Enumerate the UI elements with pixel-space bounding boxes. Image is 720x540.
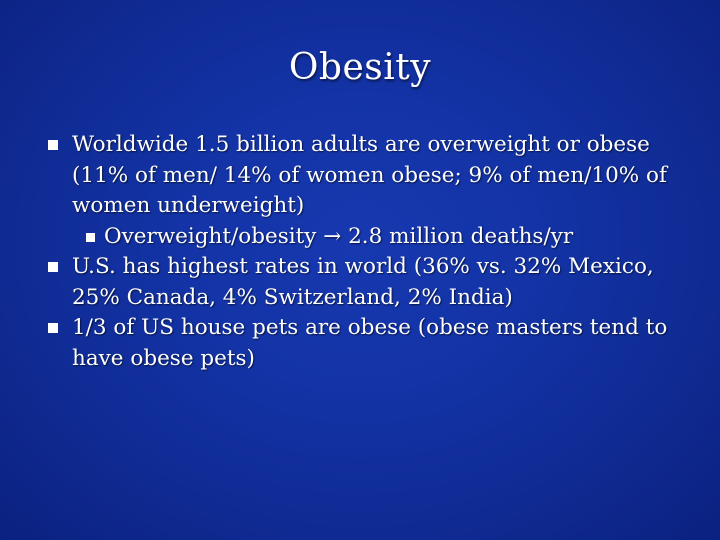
slide-title: Obesity <box>288 47 432 88</box>
bullet-text-3: 1/3 of US house pets are obese (obese ma… <box>72 315 668 371</box>
bullet-text-1: Worldwide 1.5 billion adults are overwei… <box>72 132 667 218</box>
square-bullet-icon <box>48 140 58 150</box>
bullet-list: Worldwide 1.5 billion adults are overwei… <box>48 130 698 374</box>
square-bullet-icon <box>48 323 58 333</box>
bullet-item-1: Worldwide 1.5 billion adults are overwei… <box>48 130 698 222</box>
bullet-text-2: U.S. has highest rates in world (36% vs.… <box>72 254 654 310</box>
square-bullet-icon <box>86 232 95 242</box>
sub-bullet-item-1: Overweight/obesity → 2.8 million deaths/… <box>48 222 698 253</box>
square-bullet-icon <box>48 262 58 272</box>
bullet-item-3: 1/3 of US house pets are obese (obese ma… <box>48 313 698 374</box>
sub-bullet-text-1: Overweight/obesity → 2.8 million deaths/… <box>104 223 574 249</box>
bullet-item-2: U.S. has highest rates in world (36% vs.… <box>48 252 698 313</box>
